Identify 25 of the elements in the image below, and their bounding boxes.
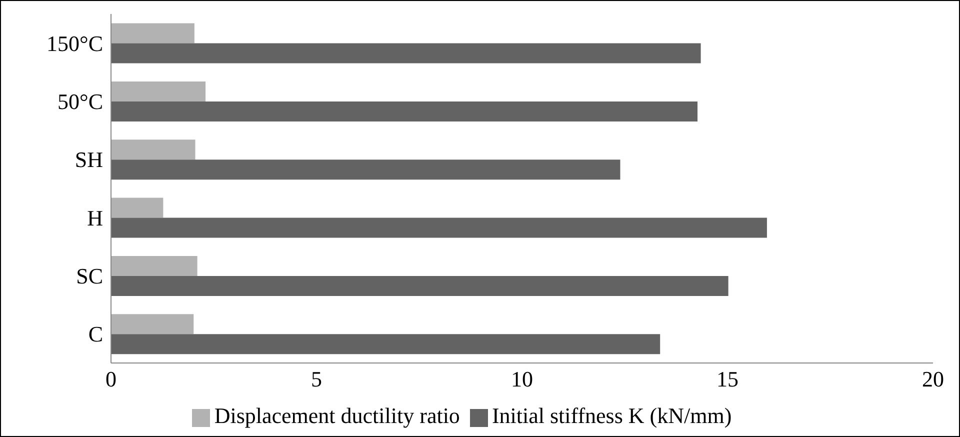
x-tick-label: 5 — [311, 366, 322, 392]
bar — [111, 198, 164, 218]
bar — [111, 334, 660, 354]
bar — [111, 160, 620, 180]
y-tick-label: 50°C — [58, 89, 103, 114]
x-tick-label: 20 — [922, 366, 944, 392]
x-tick-label: 0 — [106, 366, 116, 392]
bar — [111, 140, 196, 160]
legend-label: Displacement ductility ratio — [214, 403, 460, 428]
y-tick-label: C — [88, 322, 103, 347]
x-tick-label: 10 — [511, 366, 533, 392]
bar — [111, 101, 698, 122]
legend-label: Initial stiffness K (kN/mm) — [492, 403, 732, 428]
bar — [111, 276, 728, 296]
bar — [111, 314, 194, 334]
x-tick-label: 15 — [716, 366, 738, 392]
y-tick-label: H — [87, 205, 104, 230]
y-tick-label: 150°C — [46, 30, 103, 56]
y-tick-label: SH — [74, 147, 104, 172]
bar — [111, 23, 194, 44]
bar — [111, 43, 701, 64]
y-tick-label: SC — [76, 264, 103, 289]
bar — [111, 256, 198, 276]
bar — [111, 81, 206, 102]
bar — [111, 218, 767, 238]
